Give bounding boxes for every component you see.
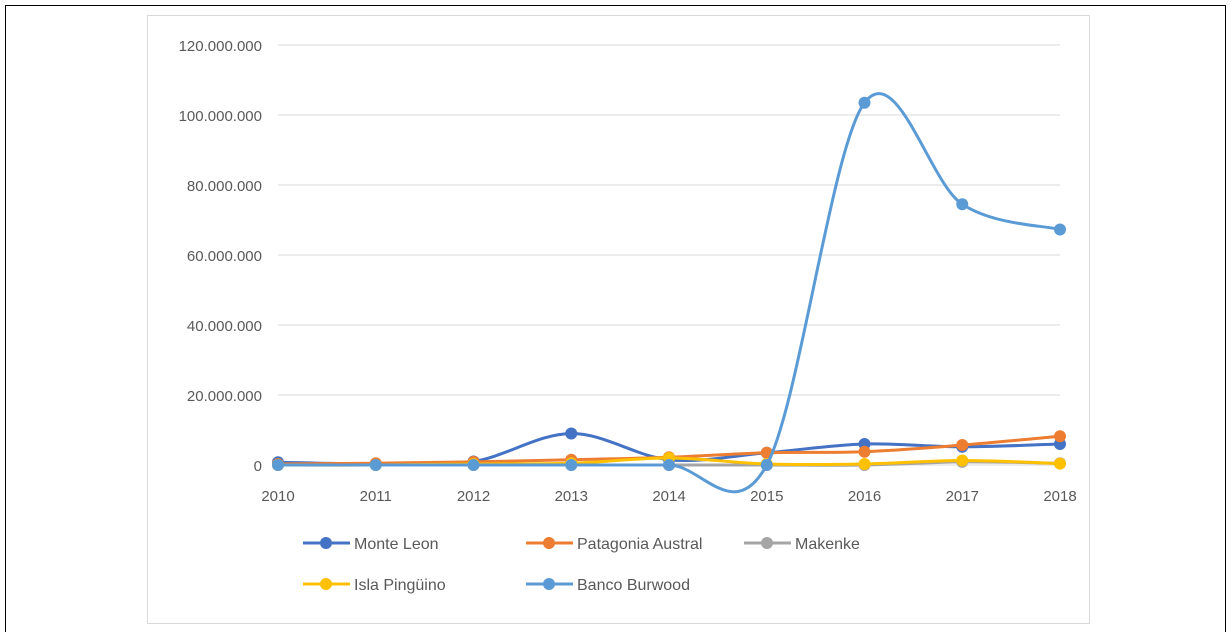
data-point-banco-burwood [760, 459, 773, 471]
x-tick-label: 2018 [1043, 488, 1076, 505]
data-point-banco-burwood [369, 459, 382, 471]
x-tick-label: 2016 [848, 488, 881, 505]
legend-label-banco-burwood: Banco Burwood [577, 577, 690, 594]
legend-label-monte-leon: Monte Leon [354, 536, 439, 553]
x-tick-label: 2010 [261, 488, 294, 505]
y-tick-label: 20.000.000 [187, 388, 262, 405]
data-point-isla-ping-ino [956, 454, 969, 467]
y-tick-label: 60.000.000 [187, 248, 262, 265]
figure-frame [5, 5, 1226, 632]
x-tick-label: 2015 [750, 488, 783, 505]
legend-marker-isla-ping-ino [320, 578, 332, 590]
x-tick-label: 2012 [457, 488, 490, 505]
legend-label-patagonia-austral: Patagonia Austral [577, 536, 702, 553]
y-tick-label: 120.000.000 [179, 38, 262, 55]
data-point-banco-burwood [272, 459, 284, 471]
y-tick-label: 40.000.000 [187, 318, 262, 335]
legend-marker-patagonia-austral [543, 537, 555, 549]
data-point-patagonia-austral [1054, 430, 1066, 443]
data-point-banco-burwood [467, 459, 480, 471]
y-tick-label: 0 [254, 458, 262, 475]
data-point-banco-burwood [663, 459, 675, 471]
legend-marker-monte-leon [320, 537, 332, 549]
x-tick-label: 2017 [946, 488, 979, 505]
data-point-banco-burwood [1054, 223, 1066, 236]
data-point-patagonia-austral [956, 439, 969, 452]
series-line-banco-burwood [278, 92, 1061, 494]
data-point-banco-burwood [858, 96, 871, 109]
x-tick-label: 2013 [555, 488, 588, 505]
line-chart: 0 20.000.000 40.000.000 60.000.000 80.000.00… [179, 38, 1077, 594]
legend-marker-makenke [761, 537, 773, 549]
data-point-monte-leon [565, 427, 578, 440]
x-tick-label: 2014 [652, 488, 685, 505]
data-point-isla-ping-ino [858, 457, 871, 470]
legend-label-makenke: Makenke [795, 536, 860, 553]
data-point-banco-burwood [565, 459, 578, 471]
legend-label-isla-ping-ino: Isla Pingüino [354, 577, 446, 594]
x-tick-label: 2011 [360, 488, 392, 505]
data-point-isla-ping-ino [1054, 457, 1066, 470]
data-point-patagonia-austral [858, 445, 871, 458]
chart-area: 0 20.000.000 40.000.000 60.000.000 80.000.00… [147, 15, 1090, 624]
legend-marker-banco-burwood [543, 578, 555, 590]
y-tick-label: 80.000.000 [187, 178, 262, 195]
data-point-banco-burwood [956, 198, 969, 211]
y-tick-label: 100.000.000 [179, 108, 262, 125]
